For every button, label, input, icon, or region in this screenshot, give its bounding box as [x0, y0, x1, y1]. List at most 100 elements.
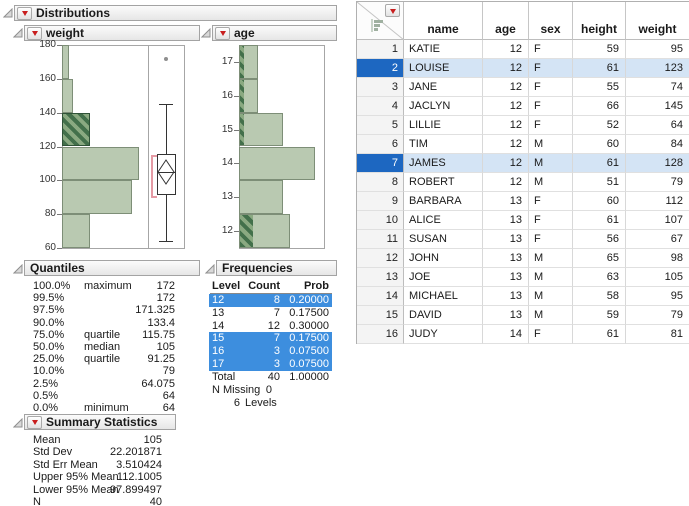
cell-age[interactable]: 12 [483, 97, 529, 116]
cell-age[interactable]: 13 [483, 287, 529, 306]
row-number-cell[interactable]: 12 [357, 249, 404, 268]
cell-height[interactable]: 52 [573, 116, 626, 135]
cell-weight[interactable]: 95 [626, 287, 689, 306]
cell-age[interactable]: 12 [483, 173, 529, 192]
red-triangle-menu-icon[interactable] [215, 26, 230, 40]
disclosure-triangle-icon[interactable] [204, 263, 215, 274]
red-triangle-menu-icon[interactable] [17, 6, 32, 20]
column-header-sex[interactable]: sex [529, 2, 573, 40]
row-number-cell[interactable]: 10 [357, 211, 404, 230]
cell-height[interactable]: 61 [573, 211, 626, 230]
cell-height[interactable]: 63 [573, 268, 626, 287]
cell-height[interactable]: 58 [573, 287, 626, 306]
histogram-bar[interactable] [239, 45, 258, 79]
cell-sex[interactable]: F [529, 192, 573, 211]
cell-name[interactable]: BARBARA [404, 192, 483, 211]
cell-sex[interactable]: M [529, 306, 573, 325]
red-triangle-menu-icon[interactable] [27, 415, 42, 429]
cell-age[interactable]: 13 [483, 230, 529, 249]
histogram-bar[interactable] [239, 180, 284, 215]
cell-height[interactable]: 59 [573, 306, 626, 325]
disclosure-triangle-icon[interactable] [2, 7, 13, 18]
freq-row[interactable]: 17 3 0.07500 [209, 358, 332, 371]
row-number-cell[interactable]: 3 [357, 78, 404, 97]
cell-weight[interactable]: 74 [626, 78, 689, 97]
cell-weight[interactable]: 79 [626, 173, 689, 192]
histogram-bar[interactable] [62, 112, 90, 147]
cell-weight[interactable]: 79 [626, 306, 689, 325]
cell-name[interactable]: JOHN [404, 249, 483, 268]
row-number-cell[interactable]: 9 [357, 192, 404, 211]
cell-weight[interactable]: 84 [626, 135, 689, 154]
cell-name[interactable]: ALICE [404, 211, 483, 230]
cell-height[interactable]: 60 [573, 135, 626, 154]
row-number-cell[interactable]: 5 [357, 116, 404, 135]
cell-name[interactable]: JACLYN [404, 97, 483, 116]
freq-row[interactable]: 14 12 0.30000 [209, 320, 332, 333]
row-number-cell[interactable]: 4 [357, 97, 404, 116]
freq-row[interactable]: 12 8 0.20000 [209, 294, 332, 307]
cell-name[interactable]: JAMES [404, 154, 483, 173]
cell-name[interactable]: LILLIE [404, 116, 483, 135]
cell-age[interactable]: 13 [483, 268, 529, 287]
cell-weight[interactable]: 105 [626, 268, 689, 287]
disclosure-triangle-icon[interactable] [12, 263, 23, 274]
row-number-cell[interactable]: 16 [357, 325, 404, 344]
cell-age[interactable]: 14 [483, 325, 529, 344]
cell-name[interactable]: DAVID [404, 306, 483, 325]
cell-height[interactable]: 61 [573, 59, 626, 78]
cell-weight[interactable]: 95 [626, 40, 689, 59]
cell-sex[interactable]: M [529, 249, 573, 268]
row-number-cell[interactable]: 7 [357, 154, 404, 173]
histogram-bar[interactable] [62, 146, 139, 181]
row-number-cell[interactable]: 2 [357, 59, 404, 78]
disclosure-triangle-icon[interactable] [12, 27, 23, 38]
cell-sex[interactable]: F [529, 40, 573, 59]
cell-name[interactable]: JANE [404, 78, 483, 97]
cell-height[interactable]: 61 [573, 325, 626, 344]
cell-sex[interactable]: F [529, 211, 573, 230]
histogram-bar[interactable] [62, 214, 90, 248]
cell-sex[interactable]: F [529, 78, 573, 97]
cell-sex[interactable]: M [529, 268, 573, 287]
cell-sex[interactable]: M [529, 154, 573, 173]
cell-age[interactable]: 12 [483, 78, 529, 97]
cell-sex[interactable]: F [529, 59, 573, 78]
histogram-bar[interactable] [239, 112, 284, 147]
cell-weight[interactable]: 81 [626, 325, 689, 344]
cell-height[interactable]: 56 [573, 230, 626, 249]
cell-height[interactable]: 59 [573, 40, 626, 59]
cell-weight[interactable]: 123 [626, 59, 689, 78]
row-number-cell[interactable]: 1 [357, 40, 404, 59]
row-order-icon[interactable] [371, 19, 385, 32]
column-header-name[interactable]: name [404, 2, 483, 40]
cell-name[interactable]: ROBERT [404, 173, 483, 192]
column-header-age[interactable]: age [483, 2, 529, 40]
cell-age[interactable]: 13 [483, 192, 529, 211]
cell-sex[interactable]: M [529, 135, 573, 154]
row-number-cell[interactable]: 11 [357, 230, 404, 249]
cell-name[interactable]: KATIE [404, 40, 483, 59]
cell-sex[interactable]: F [529, 325, 573, 344]
histogram-bar[interactable] [239, 78, 258, 113]
cell-sex[interactable]: F [529, 230, 573, 249]
freq-row[interactable]: 15 7 0.17500 [209, 332, 332, 346]
cell-name[interactable]: LOUISE [404, 59, 483, 78]
red-triangle-menu-icon[interactable] [27, 26, 42, 40]
boxplot-box[interactable] [157, 153, 176, 196]
cell-sex[interactable]: M [529, 287, 573, 306]
histogram-bar[interactable] [239, 214, 290, 248]
cell-height[interactable]: 66 [573, 97, 626, 116]
cell-sex[interactable]: F [529, 116, 573, 135]
cell-weight[interactable]: 145 [626, 97, 689, 116]
row-number-cell[interactable]: 8 [357, 173, 404, 192]
histogram-bar[interactable] [62, 180, 132, 215]
cell-age[interactable]: 12 [483, 135, 529, 154]
cell-name[interactable]: JUDY [404, 325, 483, 344]
cell-age[interactable]: 13 [483, 211, 529, 230]
cell-weight[interactable]: 67 [626, 230, 689, 249]
cell-age[interactable]: 12 [483, 59, 529, 78]
cell-age[interactable]: 13 [483, 249, 529, 268]
column-header-height[interactable]: height [573, 2, 626, 40]
outlier-point[interactable] [164, 56, 168, 61]
